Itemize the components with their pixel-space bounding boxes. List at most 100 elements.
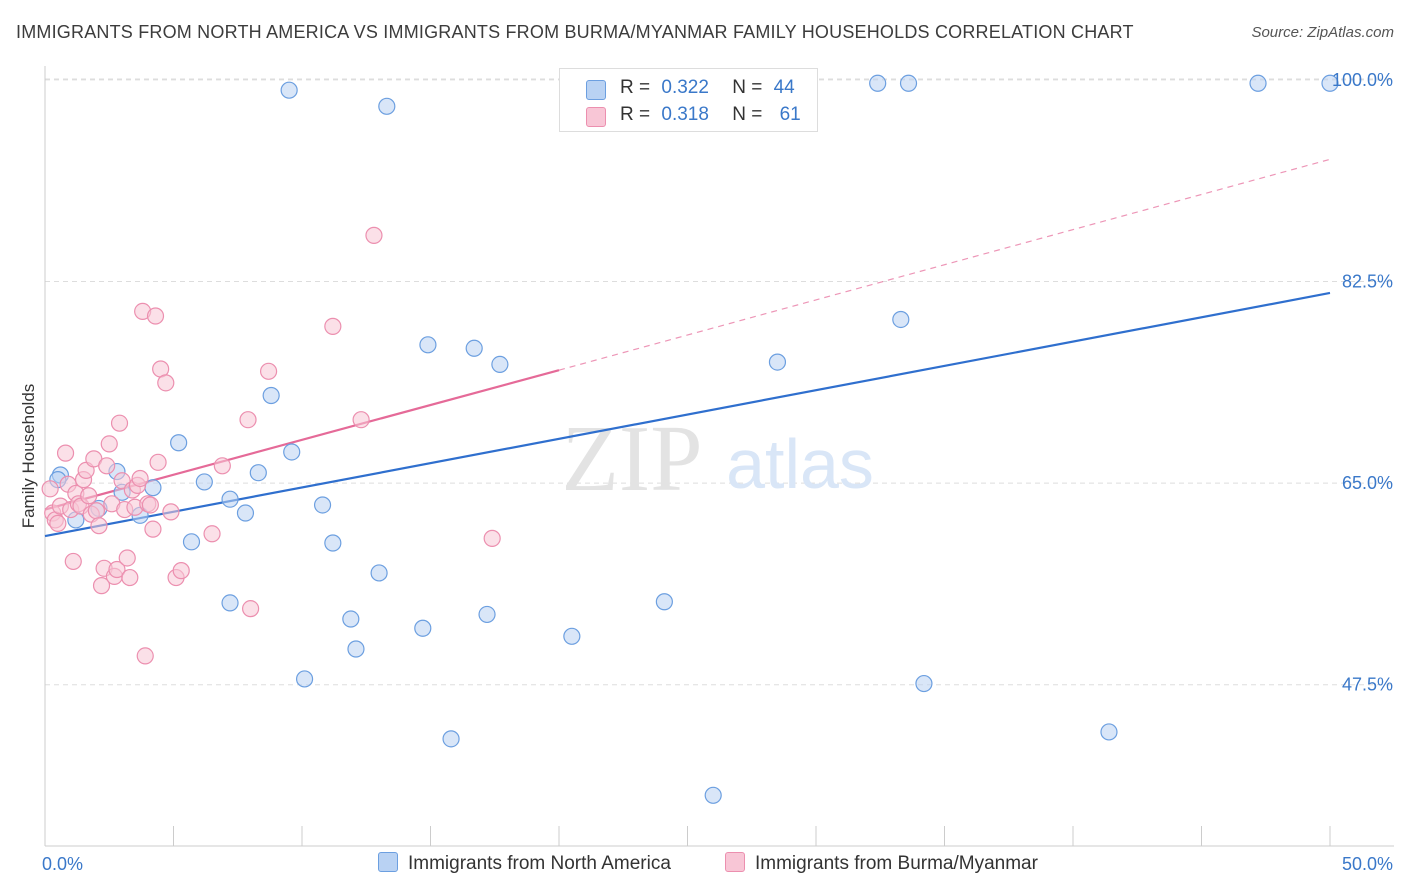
- data-point-blue: [1249, 74, 1267, 92]
- y-axis-label: Family Households: [19, 384, 38, 529]
- chart-title: IMMIGRANTS FROM NORTH AMERICA VS IMMIGRA…: [16, 22, 1134, 42]
- data-point-pink: [131, 469, 149, 488]
- bottom-legend-swatch-pink: [725, 852, 745, 872]
- watermark-zip: ZIP: [562, 407, 703, 511]
- data-point-pink: [483, 529, 501, 547]
- data-point-pink: [108, 560, 126, 579]
- trend-line-blue: [44, 291, 1331, 538]
- data-point-blue: [892, 310, 910, 329]
- legend-n-label: N =: [732, 77, 763, 98]
- data-point-pink: [136, 647, 154, 665]
- data-point-pink: [162, 503, 180, 521]
- data-point-pink: [239, 411, 257, 429]
- x-tick-label: 50.0%: [1342, 854, 1393, 874]
- y-tick-label: 47.5%: [1342, 675, 1393, 695]
- data-point-blue: [419, 336, 437, 354]
- legend-r-value-pink: 0.318: [661, 104, 709, 125]
- data-point-blue: [442, 730, 460, 748]
- tick-labels: 47.5% 65.0% 82.5% 100.0% 0.0% 50.0%: [42, 70, 1393, 874]
- data-point-pink: [92, 577, 111, 595]
- data-point-pink: [41, 480, 59, 498]
- data-point-pink: [80, 487, 98, 505]
- trend-extension-pink: [558, 158, 1331, 371]
- data-point-pink: [87, 502, 106, 520]
- bottom-legend-label-pink: Immigrants from Burma/Myanmar: [755, 853, 1038, 874]
- legend-r-label: R =: [620, 104, 651, 125]
- legend-box: R = 0.322 N = 44 R = 0.318 N = 61: [559, 68, 818, 132]
- data-point-blue: [768, 353, 787, 371]
- data-point-blue: [221, 594, 239, 612]
- data-point-blue: [378, 97, 396, 115]
- data-point-blue: [324, 534, 342, 552]
- x-tick-label: 0.0%: [42, 854, 83, 874]
- data-point-pink: [157, 374, 175, 392]
- data-point-blue: [414, 619, 432, 637]
- legend-n-value-blue: 44: [773, 77, 795, 98]
- data-point-blue: [195, 473, 213, 491]
- data-point-blue: [899, 74, 918, 92]
- bottom-legend-north-america: Immigrants from North America: [378, 852, 671, 875]
- data-point-blue: [478, 605, 496, 624]
- bottom-legend-swatch-blue: [378, 852, 398, 872]
- data-point-pink: [49, 514, 67, 533]
- data-point-pink: [144, 520, 162, 538]
- data-points: [41, 74, 1339, 804]
- data-point-blue: [249, 464, 267, 482]
- legend-r-label: R =: [620, 77, 651, 98]
- data-point-pink: [56, 444, 75, 462]
- data-point-pink: [259, 362, 278, 380]
- data-point-blue: [491, 355, 509, 374]
- data-point-pink: [352, 411, 370, 429]
- y-tick-label: 100.0%: [1332, 70, 1393, 90]
- data-point-blue: [370, 564, 388, 582]
- data-point-blue: [262, 386, 280, 405]
- data-point-blue: [236, 504, 255, 522]
- data-point-pink: [203, 525, 221, 543]
- data-point-pink: [146, 307, 165, 325]
- data-point-pink: [324, 317, 342, 335]
- data-point-pink: [172, 562, 190, 580]
- data-point-pink: [110, 414, 129, 432]
- data-point-pink: [149, 453, 167, 471]
- data-point-pink: [100, 435, 118, 453]
- data-point-blue: [1321, 74, 1339, 92]
- data-point-blue: [283, 443, 301, 461]
- legend-n-label: N =: [732, 104, 763, 125]
- data-point-blue: [704, 786, 722, 804]
- axes: [44, 66, 1394, 847]
- data-point-blue: [295, 670, 314, 688]
- data-point-pink: [98, 457, 116, 475]
- data-point-blue: [655, 593, 673, 611]
- legend-n-value-pink: 61: [779, 104, 801, 125]
- data-point-pink: [213, 457, 231, 475]
- bottom-legend-burma: Immigrants from Burma/Myanmar: [725, 852, 1038, 875]
- data-point-blue: [869, 74, 887, 92]
- data-point-blue: [182, 533, 201, 551]
- data-point-blue: [1100, 723, 1118, 741]
- bottom-legend-label-blue: Immigrants from North America: [408, 853, 671, 874]
- y-tick-label: 82.5%: [1342, 271, 1393, 291]
- gridlines: [45, 78, 1394, 686]
- data-point-blue: [347, 640, 365, 658]
- data-point-blue: [563, 627, 581, 645]
- data-point-blue: [280, 81, 298, 99]
- chart-source: Source: ZipAtlas.com: [1251, 24, 1394, 41]
- watermark-atlas: atlas: [726, 425, 874, 503]
- data-point-blue: [915, 674, 933, 693]
- legend-swatch-blue: [586, 80, 606, 100]
- data-point-pink: [242, 600, 260, 618]
- y-tick-label: 65.0%: [1342, 473, 1393, 493]
- data-point-pink: [118, 549, 136, 567]
- legend-swatch-pink: [586, 107, 606, 127]
- data-point-pink: [365, 226, 383, 244]
- data-point-pink: [121, 568, 139, 587]
- data-point-blue: [465, 339, 483, 357]
- data-point-blue: [342, 610, 360, 628]
- data-point-pink: [141, 496, 159, 514]
- data-point-pink: [64, 552, 82, 571]
- data-point-blue: [170, 434, 188, 452]
- data-point-blue: [221, 490, 239, 508]
- data-point-blue: [313, 496, 332, 514]
- legend-r-value-blue: 0.322: [661, 77, 709, 98]
- data-point-pink: [90, 517, 108, 535]
